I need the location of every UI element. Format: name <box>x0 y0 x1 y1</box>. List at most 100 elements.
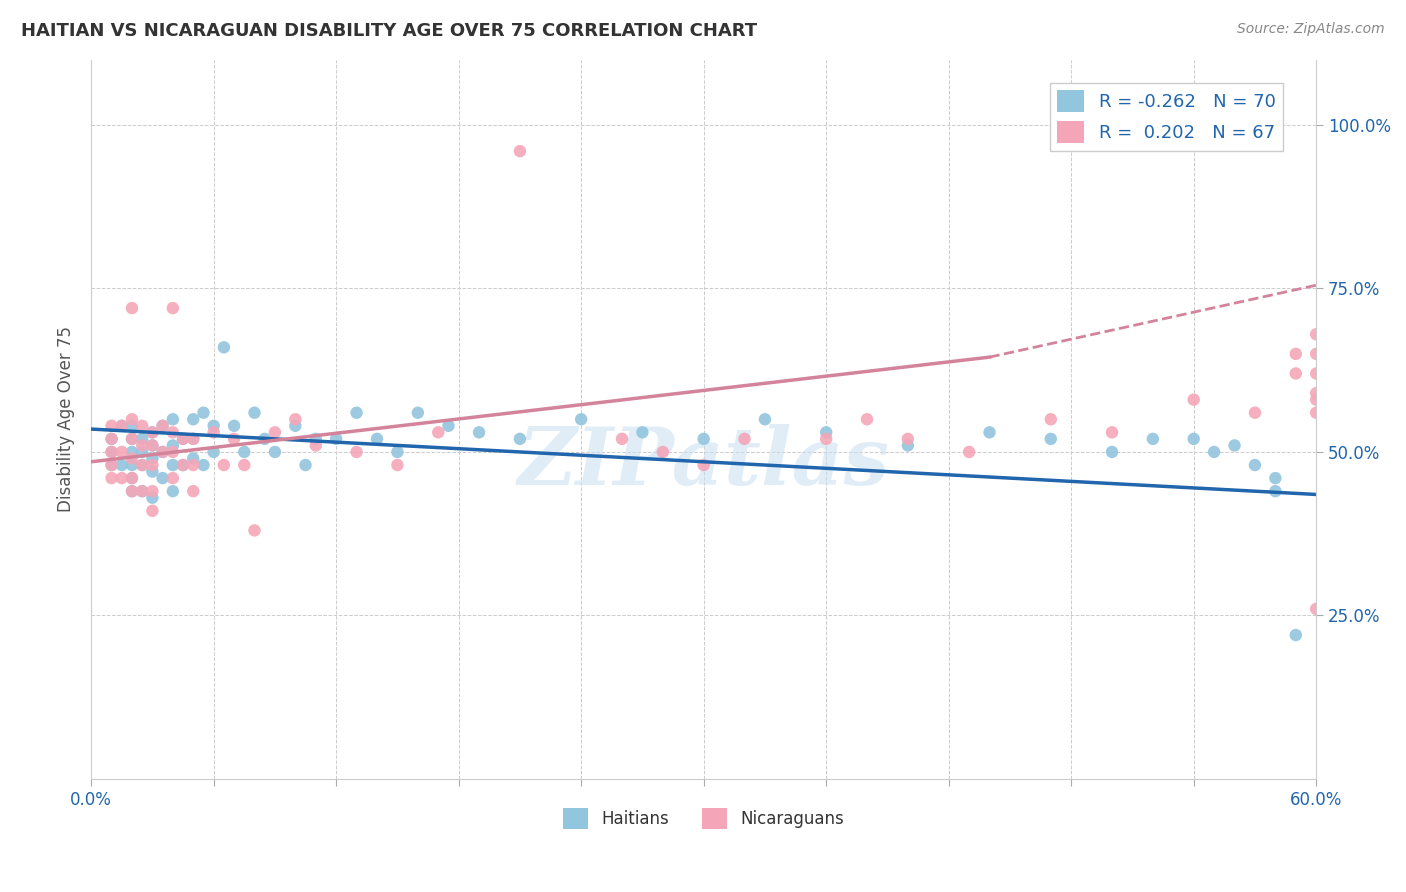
Point <box>141 438 163 452</box>
Point <box>212 340 235 354</box>
Point <box>152 418 174 433</box>
Point <box>243 406 266 420</box>
Point <box>100 471 122 485</box>
Point <box>121 471 143 485</box>
Point <box>181 458 204 472</box>
Point <box>437 418 460 433</box>
Point <box>1305 347 1327 361</box>
Point <box>1182 392 1205 407</box>
Point <box>100 432 122 446</box>
Point <box>100 458 122 472</box>
Point <box>631 425 654 440</box>
Point <box>121 451 143 466</box>
Point <box>815 432 838 446</box>
Point <box>131 432 153 446</box>
Point <box>305 438 328 452</box>
Point <box>181 412 204 426</box>
Point <box>172 432 194 446</box>
Point <box>284 418 307 433</box>
Point <box>152 445 174 459</box>
Point <box>202 445 225 459</box>
Point <box>222 432 245 446</box>
Point <box>509 144 531 158</box>
Point <box>856 412 879 426</box>
Point <box>1244 458 1267 472</box>
Point <box>305 432 328 446</box>
Point <box>1264 471 1286 485</box>
Point <box>121 484 143 499</box>
Point <box>131 458 153 472</box>
Point <box>131 418 153 433</box>
Point <box>121 418 143 433</box>
Point <box>100 458 122 472</box>
Point <box>264 425 287 440</box>
Y-axis label: Disability Age Over 75: Disability Age Over 75 <box>58 326 75 512</box>
Point <box>141 465 163 479</box>
Point <box>152 471 174 485</box>
Point <box>141 458 163 472</box>
Point <box>1285 367 1308 381</box>
Point <box>957 445 980 459</box>
Legend: Haitians, Nicaraguans: Haitians, Nicaraguans <box>557 802 851 835</box>
Point <box>897 438 920 452</box>
Point <box>141 491 163 505</box>
Point <box>346 445 368 459</box>
Point <box>897 432 920 446</box>
Point <box>427 425 450 440</box>
Point <box>193 406 215 420</box>
Point <box>233 458 256 472</box>
Point <box>131 458 153 472</box>
Point <box>1305 392 1327 407</box>
Point <box>1285 347 1308 361</box>
Point <box>172 432 194 446</box>
Point <box>1244 406 1267 420</box>
Point <box>121 471 143 485</box>
Point <box>111 471 134 485</box>
Point <box>692 458 714 472</box>
Point <box>121 412 143 426</box>
Point <box>1182 432 1205 446</box>
Point <box>1264 484 1286 499</box>
Point <box>284 412 307 426</box>
Point <box>1305 327 1327 342</box>
Point <box>162 412 184 426</box>
Point <box>387 445 409 459</box>
Point <box>569 412 592 426</box>
Point <box>121 484 143 499</box>
Point <box>1285 628 1308 642</box>
Point <box>1039 412 1062 426</box>
Point <box>979 425 1001 440</box>
Point <box>1142 432 1164 446</box>
Point <box>1305 367 1327 381</box>
Point <box>162 445 184 459</box>
Point <box>121 458 143 472</box>
Point <box>651 445 673 459</box>
Point <box>181 432 204 446</box>
Point <box>1039 432 1062 446</box>
Point <box>141 425 163 440</box>
Point <box>1305 406 1327 420</box>
Point <box>100 432 122 446</box>
Point <box>111 418 134 433</box>
Text: Source: ZipAtlas.com: Source: ZipAtlas.com <box>1237 22 1385 37</box>
Point <box>111 458 134 472</box>
Point <box>131 445 153 459</box>
Point <box>172 458 194 472</box>
Point <box>131 438 153 452</box>
Point <box>754 412 776 426</box>
Point <box>131 484 153 499</box>
Point <box>1101 445 1123 459</box>
Point <box>222 418 245 433</box>
Point <box>121 432 143 446</box>
Point <box>162 471 184 485</box>
Point <box>387 458 409 472</box>
Point <box>111 418 134 433</box>
Point <box>815 425 838 440</box>
Point <box>100 445 122 459</box>
Text: ZIPatlas: ZIPatlas <box>517 424 890 501</box>
Point <box>141 425 163 440</box>
Point <box>1223 438 1246 452</box>
Point <box>1305 386 1327 401</box>
Point <box>162 438 184 452</box>
Point <box>131 484 153 499</box>
